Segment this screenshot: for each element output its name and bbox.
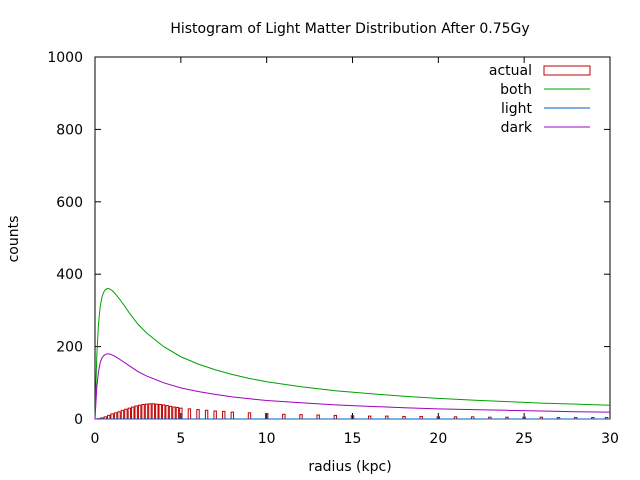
bar-actual — [168, 405, 173, 420]
bar-actual — [148, 403, 152, 420]
plot-frame — [94, 56, 611, 420]
x-tick-label: 20 — [429, 431, 447, 447]
plot-area: 0 5 10 15 20 25 30 0 200 400 600 800 1000 — [47, 50, 619, 447]
bar-actual — [333, 414, 338, 420]
bar-actual — [117, 411, 121, 420]
bar-actual — [204, 409, 209, 420]
line-dark — [94, 353, 611, 420]
legend-label: dark — [501, 120, 533, 136]
bar-actual — [282, 413, 286, 420]
bar-actual — [134, 405, 138, 420]
x-axis-label: radius (kpc) — [308, 459, 391, 475]
y-tick-label: 1000 — [47, 50, 83, 66]
y-tick-label: 600 — [56, 195, 83, 211]
y-axis-label: counts — [6, 216, 22, 263]
bar-actual — [155, 403, 159, 420]
x-tick-label: 30 — [601, 431, 619, 447]
bar-actual — [158, 404, 162, 420]
legend-label: actual — [489, 63, 532, 79]
bar-actual — [175, 406, 180, 420]
x-tick-label: 5 — [176, 431, 185, 447]
bar-actual — [196, 409, 200, 420]
bar-actual — [247, 412, 252, 420]
bar-actual — [113, 412, 118, 420]
series-both — [94, 288, 611, 420]
bar-actual — [161, 404, 166, 420]
bar-actual — [127, 407, 132, 420]
bar-actual — [110, 413, 114, 420]
line-both — [94, 288, 611, 420]
bar-actual — [230, 411, 235, 420]
bar-actual — [316, 414, 320, 420]
x-tick-label: 0 — [91, 431, 100, 447]
legend-swatch — [543, 65, 591, 76]
bar-actual — [151, 403, 156, 420]
y-tick-label: 800 — [56, 122, 83, 138]
legend-label: both — [500, 82, 532, 98]
x-tick-label: 25 — [515, 431, 533, 447]
chart-title: Histogram of Light Matter Distribution A… — [170, 21, 529, 37]
bar-actual — [144, 403, 149, 420]
x-tick-label: 10 — [258, 431, 276, 447]
bar-actual — [120, 409, 125, 420]
legend: actual both light dark — [489, 63, 591, 136]
bar-actual — [165, 405, 169, 420]
bar-actual — [172, 406, 176, 420]
bar-actual — [137, 404, 142, 420]
legend-label: light — [501, 101, 533, 117]
bar-actual — [222, 410, 226, 420]
bar-actual — [107, 414, 111, 420]
bar-actual — [213, 410, 217, 420]
y-tick-label: 0 — [74, 412, 83, 428]
x-tick-label: 15 — [344, 431, 362, 447]
bar-actual — [131, 406, 135, 420]
bar-actual — [141, 404, 145, 420]
bar-actual — [299, 414, 303, 420]
y-tick-label: 200 — [56, 340, 83, 356]
bar-actual — [124, 408, 128, 420]
series-dark — [94, 353, 611, 420]
bar-actual — [187, 408, 192, 420]
y-tick-label: 400 — [56, 267, 83, 283]
